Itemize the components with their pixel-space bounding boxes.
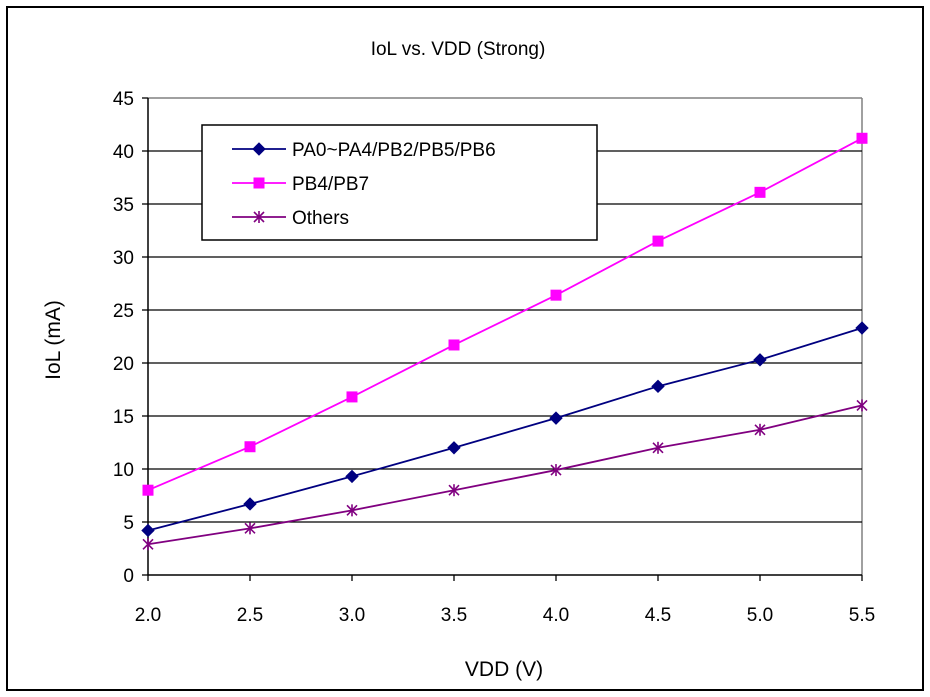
data-point [550, 464, 562, 477]
data-point [753, 353, 767, 367]
y-tick-label: 20 [113, 354, 134, 375]
y-tick-label: 15 [113, 407, 134, 428]
data-point [345, 469, 359, 484]
x-tick-label: 3.0 [339, 605, 365, 626]
data-point [346, 504, 358, 517]
legend-marker [253, 211, 265, 223]
data-point [754, 423, 766, 436]
x-tick-label: 5.5 [849, 605, 875, 626]
legend-label: Others [292, 208, 349, 229]
x-tick-label: 5.0 [747, 605, 773, 626]
plot-area [148, 97, 863, 575]
y-tick-label: 0 [123, 566, 134, 587]
y-tick-label: 30 [113, 248, 134, 269]
y-tick-label: 5 [123, 513, 134, 534]
x-tick-label: 2.0 [135, 605, 161, 626]
data-point [447, 441, 461, 455]
y-tick-label: 40 [113, 142, 134, 163]
chart-frame [6, 6, 924, 691]
x-tick-label: 4.0 [543, 605, 569, 626]
series-line [147, 137, 863, 492]
data-point [448, 484, 460, 497]
y-tick-label: 25 [113, 301, 134, 322]
legend-label: PB4/PB7 [292, 174, 369, 195]
x-tick-labels: 2.0 2.5 3.0 3.5 4.0 4.5 5.0 5.5 [135, 605, 875, 626]
data-point [652, 441, 664, 454]
data-point [856, 132, 868, 144]
data-point [754, 186, 766, 198]
data-point [243, 497, 257, 511]
series-1 [141, 321, 869, 538]
data-point [244, 441, 256, 453]
y-tick-label: 35 [113, 195, 134, 216]
legend-entry: Others [232, 208, 349, 229]
legend-entry: PA0~PA4/PB2/PB5/PB6 [232, 140, 496, 161]
legend: PA0~PA4/PB2/PB5/PB6 PB4/PB7 Others [201, 124, 598, 241]
data-point [856, 399, 868, 412]
data-point [142, 538, 154, 551]
data-point [652, 235, 664, 247]
series-2 [142, 132, 868, 496]
data-point [244, 522, 256, 535]
x-tick-label: 4.5 [645, 605, 671, 626]
data-point [448, 339, 460, 351]
series-line [147, 327, 863, 532]
data-point [651, 379, 665, 394]
x-tick-label: 2.5 [237, 605, 263, 626]
x-axis-title: VDD (V) [465, 658, 543, 681]
series-line [147, 404, 863, 546]
data-point [142, 484, 154, 496]
y-tick-label: 10 [113, 460, 134, 481]
data-point [855, 321, 869, 335]
series-3 [142, 399, 868, 551]
data-point [346, 391, 358, 403]
chart-title: IoL vs. VDD (Strong) [371, 39, 546, 60]
data-point [549, 411, 563, 425]
y-tick-labels: 0 5 10 15 20 25 30 35 40 45 [113, 89, 134, 587]
legend-marker [253, 177, 265, 189]
legend-label: PA0~PA4/PB2/PB5/PB6 [292, 140, 496, 161]
series-layer [141, 132, 869, 551]
legend-entry: PB4/PB7 [232, 174, 369, 195]
data-point [550, 289, 562, 301]
x-tick-label: 3.5 [441, 605, 467, 626]
y-tick-label: 45 [113, 89, 134, 110]
legend-marker [252, 142, 266, 156]
data-point [141, 523, 155, 538]
y-axis-title: IoL (mA) [42, 300, 65, 380]
